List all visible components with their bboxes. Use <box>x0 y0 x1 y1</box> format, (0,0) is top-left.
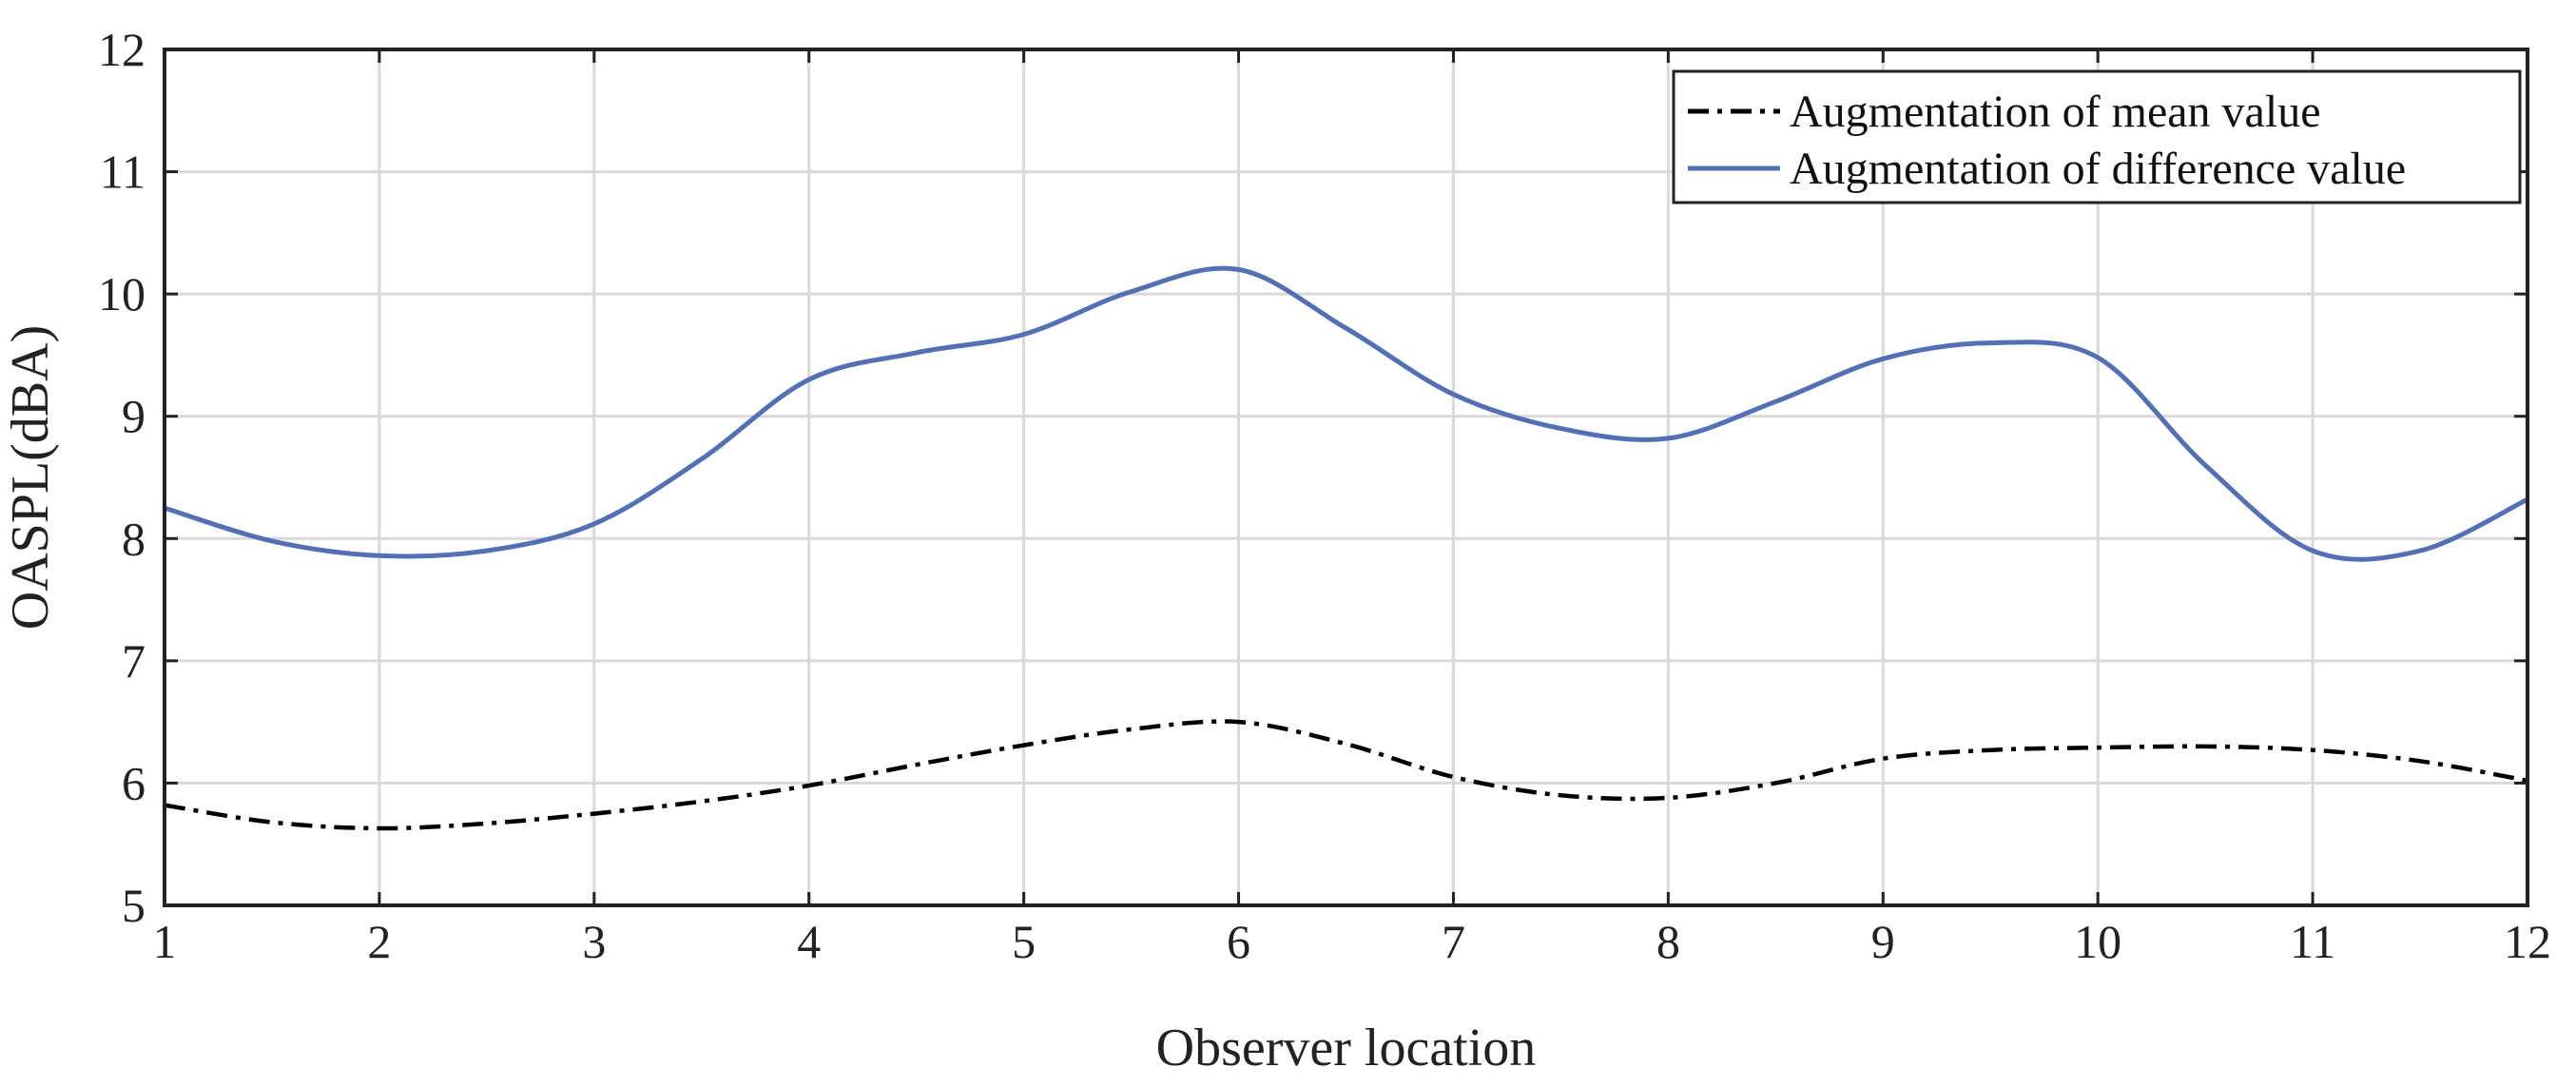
x-tick-label: 5 <box>1012 915 1036 968</box>
difference-value-line <box>164 265 2529 562</box>
plot-frame <box>163 48 2529 907</box>
y-tick-label: 12 <box>98 23 145 76</box>
x-tick-label: 12 <box>2504 915 2551 968</box>
y-tick-label: 7 <box>122 634 145 688</box>
x-tick-label: 8 <box>1656 915 1680 968</box>
legend-label-mean: Augmentation of mean value <box>1790 87 2321 137</box>
series-layer <box>164 265 2529 831</box>
y-tick-label: 5 <box>122 879 145 932</box>
x-tick-label: 9 <box>1871 915 1895 968</box>
y-tick-label: 11 <box>100 146 145 199</box>
x-tick-label: 10 <box>2074 915 2121 968</box>
legend-box <box>1672 69 2522 204</box>
mean-value-line <box>164 719 2528 831</box>
legend: Augmentation of mean value Augmentation … <box>1672 69 2522 204</box>
y-tick-label: 9 <box>122 390 145 443</box>
x-axis-label: Observer location <box>1156 1019 1537 1077</box>
x-tick-label: 4 <box>797 915 821 968</box>
y-tick-label: 10 <box>98 267 145 320</box>
x-tick-label: 11 <box>2290 915 2335 968</box>
x-tick-label: 6 <box>1227 915 1250 968</box>
y-tick-label: 6 <box>122 756 145 809</box>
y-axis-label: OASPL(dBA) <box>1 325 60 630</box>
x-tick-label: 3 <box>582 915 606 968</box>
x-tick-label: 2 <box>367 915 391 968</box>
x-tick-label: 7 <box>1442 915 1465 968</box>
y-tick-label: 8 <box>122 512 145 565</box>
x-tick-label: 1 <box>153 915 177 968</box>
legend-label-difference: Augmentation of difference value <box>1790 144 2406 194</box>
